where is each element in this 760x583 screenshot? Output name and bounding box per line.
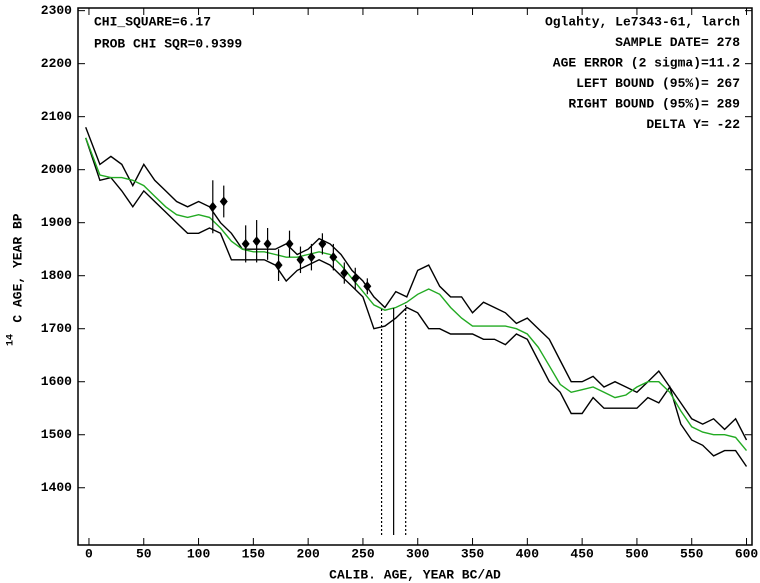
data-point	[307, 252, 316, 263]
annotation: DELTA Y= -22	[646, 117, 740, 132]
y-tick-label: 2000	[41, 162, 72, 177]
plot-frame	[77, 7, 753, 546]
data-point	[252, 236, 261, 247]
x-tick-label: 600	[735, 546, 759, 561]
x-tick-label: 300	[406, 546, 430, 561]
annotation: CHI_SQUARE=6.17	[94, 14, 211, 29]
y-tick-label: 2300	[41, 3, 72, 18]
y-tick-label: 2100	[41, 109, 72, 124]
data-point	[274, 260, 283, 271]
y-axis-label: C AGE, YEAR BP	[10, 213, 25, 322]
data-point	[329, 252, 338, 263]
y-axis-label-superscript: 14	[6, 334, 17, 346]
data-point	[208, 201, 217, 212]
y-tick-label: 1700	[41, 321, 72, 336]
y-axis-title: 14 C AGE, YEAR BP	[6, 213, 26, 346]
x-tick-label: 0	[85, 546, 93, 561]
data-point	[219, 196, 228, 207]
x-tick-label: 150	[242, 546, 266, 561]
annotation: AGE ERROR (2 sigma)=11.2	[553, 55, 740, 70]
x-tick-label: 350	[461, 546, 485, 561]
x-axis-label: CALIB. AGE, YEAR BC/AD	[329, 567, 501, 582]
y-tick-label: 1800	[41, 268, 72, 283]
y-tick-label: 2200	[41, 56, 72, 71]
x-tick-label: 100	[187, 546, 211, 561]
x-tick-label: 450	[570, 546, 594, 561]
y-tick-label: 1600	[41, 374, 72, 389]
curve	[85, 127, 748, 441]
curve	[85, 137, 748, 452]
data-point	[285, 238, 294, 249]
x-tick-label: 500	[625, 546, 649, 561]
y-tick-label: 1900	[41, 215, 72, 230]
data-point	[296, 254, 305, 265]
data-point	[363, 281, 372, 292]
data-point	[340, 268, 349, 279]
annotation: Oglahty, Le7343-61, larch	[545, 14, 740, 29]
curve	[85, 137, 748, 467]
x-tick-label: 250	[351, 546, 375, 561]
y-tick-label: 1400	[41, 480, 72, 495]
annotation: SAMPLE DATE= 278	[615, 35, 740, 50]
data-point	[318, 238, 327, 249]
data-point	[351, 273, 360, 284]
data-point	[241, 238, 250, 249]
x-tick-label: 200	[296, 546, 320, 561]
annotation: RIGHT BOUND (95%)= 289	[568, 96, 740, 111]
x-tick-label: 400	[516, 546, 540, 561]
annotation: PROB CHI SQR=0.9399	[94, 36, 242, 51]
x-tick-label: 50	[136, 546, 152, 561]
y-tick-label: 1500	[41, 427, 72, 442]
x-tick-label: 550	[680, 546, 704, 561]
annotation: LEFT BOUND (95%)= 267	[576, 76, 740, 91]
data-point	[263, 238, 272, 249]
